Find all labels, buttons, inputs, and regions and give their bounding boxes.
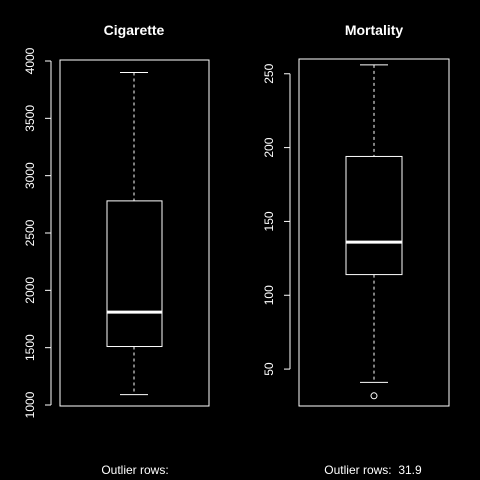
y-tick-label-cigarette: 3000 xyxy=(23,162,37,189)
y-tick-label-mortality: 100 xyxy=(262,285,276,305)
outlier-point-mortality xyxy=(370,392,378,400)
iqr-box-cigarette xyxy=(106,200,163,348)
caption-label-mortality: Outlier rows: xyxy=(324,463,392,477)
chart-title-mortality: Mortality xyxy=(345,22,404,38)
chart-title-cigarette: Cigarette xyxy=(104,22,165,38)
y-tick-label-cigarette: 1000 xyxy=(23,391,37,418)
y-tick-label-cigarette: 1500 xyxy=(23,334,37,361)
caption-label-cigarette: Outlier rows: xyxy=(101,463,169,477)
iqr-box-mortality xyxy=(345,155,403,276)
y-tick-label-mortality: 150 xyxy=(262,211,276,231)
caption-value-mortality: 31.9 xyxy=(391,463,422,477)
y-tick-label-cigarette: 4000 xyxy=(23,47,37,74)
y-tick-label-mortality: 250 xyxy=(262,63,276,83)
y-tick-label-cigarette: 3500 xyxy=(23,105,37,132)
y-tick-label-mortality: 50 xyxy=(262,362,276,376)
plot-frame-mortality xyxy=(298,58,450,407)
y-tick-label-cigarette: 2500 xyxy=(23,219,37,246)
plot-frame-cigarette xyxy=(59,59,210,407)
y-tick-label-cigarette: 2000 xyxy=(23,277,37,304)
caption-mortality: Outlier rows: 31.9 xyxy=(253,463,480,477)
caption-cigarette: Outlier rows: xyxy=(15,463,255,477)
y-tick-label-mortality: 200 xyxy=(262,137,276,157)
